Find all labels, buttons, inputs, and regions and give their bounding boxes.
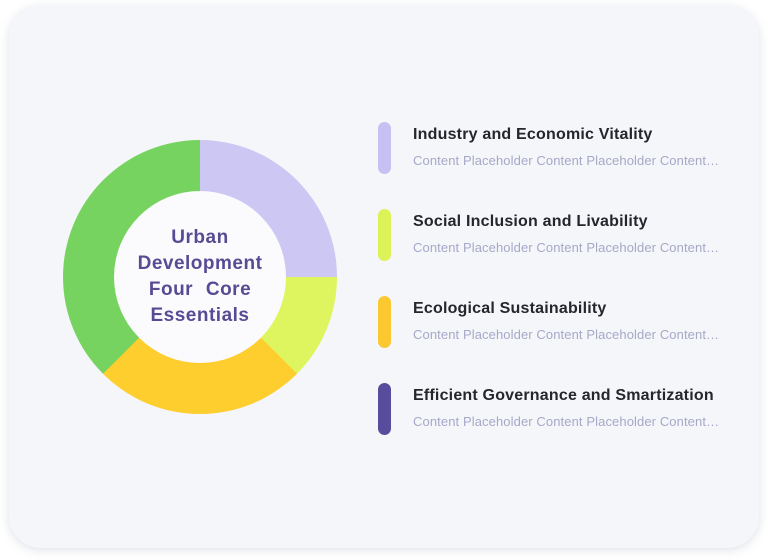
color-bar — [378, 209, 391, 261]
donut-chart: Urban Development Four Core Essentials — [63, 140, 337, 414]
item-texts: Social Inclusion and Livability Content … — [413, 209, 719, 256]
legend-list: Industry and Economic Vitality Content P… — [378, 122, 743, 470]
item-texts: Industry and Economic Vitality Content P… — [413, 122, 719, 169]
color-bar — [378, 383, 391, 435]
item-description: Content Placeholder Content Placeholder … — [413, 153, 720, 168]
item-title: Efficient Governance and Smartization — [413, 387, 714, 404]
item-description: Content Placeholder Content Placeholder … — [413, 414, 720, 429]
list-item: Efficient Governance and Smartization Co… — [378, 383, 743, 435]
item-texts: Efficient Governance and Smartization Co… — [413, 383, 719, 430]
list-item: Ecological Sustainability Content Placeh… — [378, 296, 743, 348]
item-title: Social Inclusion and Livability — [413, 213, 648, 230]
donut-center-title: Urban Development Four Core Essentials — [138, 225, 263, 329]
center-title-line: Four Core — [148, 279, 252, 300]
item-texts: Ecological Sustainability Content Placeh… — [413, 296, 719, 343]
donut-center: Urban Development Four Core Essentials — [114, 191, 286, 363]
color-bar — [378, 122, 391, 174]
center-title-line: Urban — [171, 227, 229, 248]
item-description: Content Placeholder Content Placeholder … — [413, 240, 720, 255]
list-item: Industry and Economic Vitality Content P… — [378, 122, 743, 174]
item-description: Content Placeholder Content Placeholder … — [413, 327, 720, 342]
main-card: Urban Development Four Core Essentials I… — [9, 6, 759, 548]
list-item: Social Inclusion and Livability Content … — [378, 209, 743, 261]
center-title-line: Essentials — [150, 305, 250, 326]
center-title-line: Development — [137, 253, 263, 274]
color-bar — [378, 296, 391, 348]
item-title: Ecological Sustainability — [413, 300, 607, 317]
item-title: Industry and Economic Vitality — [413, 126, 653, 143]
